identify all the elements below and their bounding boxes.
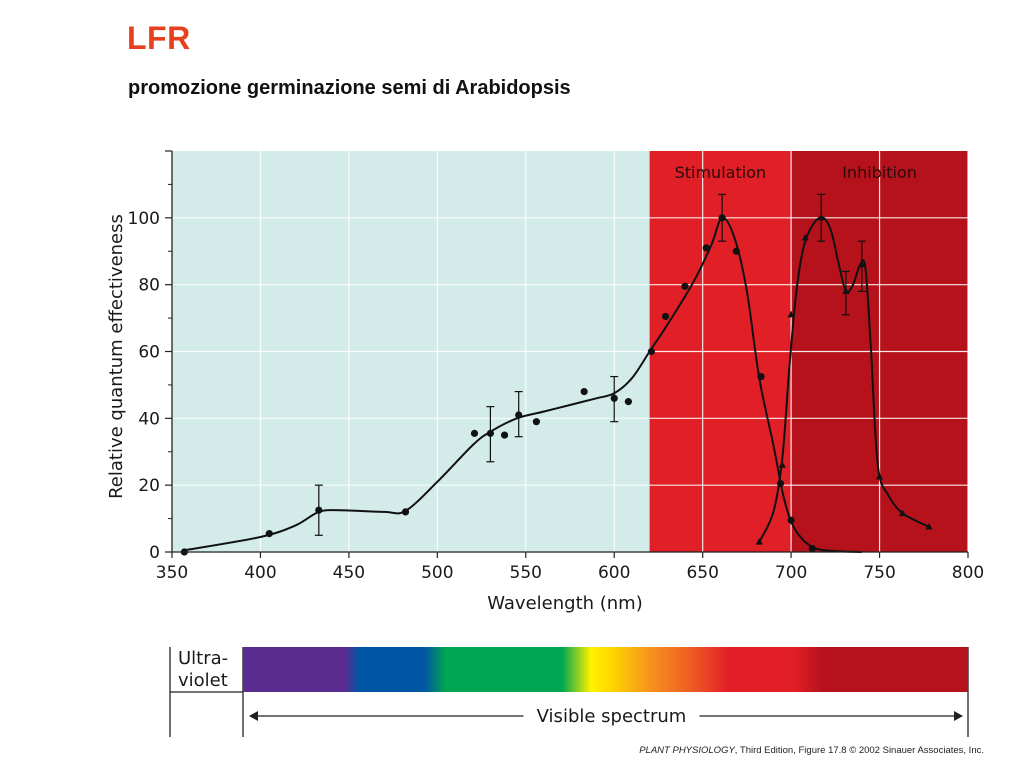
data-point-inhibition-0 — [755, 537, 763, 545]
data-point-stimulation-21 — [808, 545, 816, 553]
data-point-inhibition-2 — [787, 310, 795, 318]
data-point-inhibition-3 — [801, 233, 809, 241]
y-tick-label-0: 0 — [149, 543, 160, 563]
y-tick-label-40: 40 — [138, 409, 160, 429]
slide-title: LFR — [127, 20, 191, 56]
credit-rest: , Third Edition, Figure 17.8 © 2002 Sina… — [734, 745, 984, 756]
x-tick-label-600: 600 — [598, 563, 630, 583]
data-point-stimulation-3 — [401, 508, 410, 516]
data-point-stimulation-16 — [718, 214, 726, 222]
x-tick-label-800: 800 — [952, 563, 984, 583]
x-tick-label-500: 500 — [421, 563, 453, 583]
data-point-stimulation-20 — [787, 516, 795, 524]
y-tick-label-80: 80 — [138, 276, 160, 296]
visible-spectrum-label: Visible spectrum — [537, 706, 687, 727]
arrow-left-icon — [249, 711, 258, 721]
credit-book: PLANT PHYSIOLOGY — [639, 745, 735, 756]
data-point-stimulation-13 — [661, 312, 670, 321]
data-point-inhibition-1 — [778, 461, 786, 468]
x-tick-label-650: 650 — [686, 563, 718, 583]
data-point-stimulation-9 — [580, 388, 588, 396]
data-point-stimulation-2 — [315, 506, 323, 514]
x-tick-label-450: 450 — [333, 563, 365, 583]
x-tick-label-400: 400 — [244, 563, 276, 583]
data-point-stimulation-19 — [776, 479, 785, 488]
data-point-stimulation-6 — [500, 431, 509, 439]
y-axis-label: Relative quantum effectiveness — [106, 214, 127, 499]
data-point-stimulation-18 — [757, 372, 765, 381]
data-point-stimulation-10 — [610, 394, 618, 402]
uv-label-line-0: Ultra- — [178, 648, 228, 669]
data-point-inhibition-4 — [817, 213, 825, 221]
region-label-inhibition: Inhibition — [842, 163, 917, 182]
data-point-stimulation-4 — [470, 429, 479, 437]
data-point-inhibition-5 — [842, 287, 850, 294]
y-tick-label-20: 20 — [138, 476, 160, 496]
y-tick-label-60: 60 — [138, 343, 160, 363]
figure-credit: PLANT PHYSIOLOGY, Third Edition, Figure … — [639, 745, 984, 756]
data-point-stimulation-17 — [732, 247, 740, 255]
x-tick-label-750: 750 — [863, 563, 895, 583]
data-point-stimulation-8 — [532, 418, 540, 426]
visible-spectrum-bar — [243, 647, 968, 692]
region-label-stimulation: Stimulation — [675, 163, 767, 182]
slide-subtitle: promozione germinazione semi di Arabidop… — [128, 77, 571, 99]
x-tick-label-550: 550 — [510, 563, 542, 583]
data-point-inhibition-6 — [858, 260, 866, 268]
data-point-inhibition-8 — [898, 509, 907, 517]
data-point-stimulation-12 — [647, 347, 655, 356]
data-point-stimulation-14 — [681, 282, 689, 290]
x-tick-label-350: 350 — [156, 563, 188, 583]
arrow-right-icon — [954, 711, 963, 721]
data-point-inhibition-9 — [925, 522, 933, 530]
uv-label-line-1: violet — [178, 670, 228, 691]
data-point-stimulation-7 — [515, 411, 523, 419]
data-point-stimulation-1 — [265, 530, 273, 538]
series-line-stimulation — [184, 216, 862, 553]
data-point-stimulation-15 — [702, 244, 710, 252]
data-point-stimulation-5 — [486, 429, 494, 437]
x-tick-label-700: 700 — [775, 563, 807, 583]
x-axis-label: Wavelength (nm) — [487, 593, 643, 614]
data-point-stimulation-11 — [624, 398, 632, 406]
data-point-inhibition-7 — [875, 472, 884, 480]
y-tick-label-100: 100 — [128, 209, 160, 229]
